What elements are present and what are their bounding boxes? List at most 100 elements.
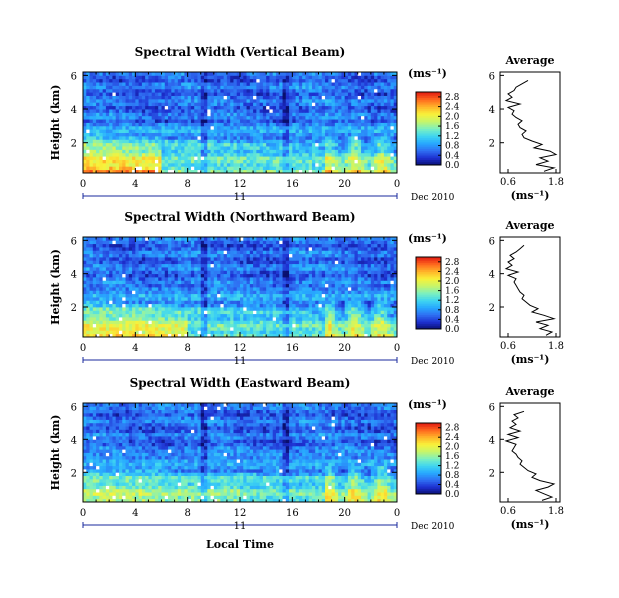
heatmap-cell — [351, 277, 355, 281]
heatmap-cell — [380, 297, 385, 301]
heatmap-cell — [256, 72, 261, 76]
heatmap-cell — [347, 95, 352, 100]
heatmap-cell — [204, 92, 208, 96]
heatmap-cell — [122, 156, 126, 160]
heatmap-cell — [298, 307, 303, 311]
heatmap-cell — [223, 125, 228, 130]
heatmap-cell — [132, 146, 136, 150]
heatmap-cell — [92, 135, 97, 140]
heatmap-cell — [393, 270, 398, 275]
heatmap-cell — [308, 327, 313, 331]
heatmap-cell — [164, 273, 169, 278]
heatmap-cell — [171, 297, 175, 301]
heatmap-cell — [331, 270, 336, 275]
heatmap-cell — [289, 82, 293, 86]
heatmap-cell — [269, 139, 274, 144]
heatmap-cell — [128, 122, 133, 127]
heatmap-cell — [259, 300, 264, 305]
heatmap-cell — [269, 109, 274, 113]
heatmap-cell — [282, 290, 287, 295]
heatmap-cell — [96, 330, 100, 335]
heatmap-cell — [138, 135, 143, 140]
heatmap-cell — [334, 146, 339, 150]
heatmap-cell — [240, 146, 244, 150]
heatmap-cell — [357, 142, 362, 147]
heatmap-cell — [236, 95, 241, 100]
heatmap-cell — [285, 330, 290, 335]
heatmap-cell — [334, 297, 339, 301]
heatmap-cell — [302, 156, 306, 160]
heatmap-cell — [246, 293, 251, 298]
heatmap-cell — [89, 303, 94, 308]
heatmap-cell — [259, 78, 264, 83]
heatmap-cell — [187, 98, 192, 103]
heatmap-cell — [344, 303, 349, 308]
heatmap-cell — [99, 293, 104, 298]
heatmap-cell — [122, 75, 126, 80]
heatmap-cell — [390, 92, 395, 96]
heatmap-cell — [328, 152, 332, 157]
heatmap-cell — [272, 122, 277, 127]
heatmap-cell — [367, 270, 372, 275]
heatmap-cell — [135, 139, 139, 144]
heatmap-cell — [226, 132, 231, 137]
panel-title: Spectral Width (Northward Beam) — [124, 210, 355, 224]
heatmap-cell — [334, 300, 339, 305]
heatmap-cell — [305, 313, 310, 318]
heatmap-cell — [197, 115, 202, 120]
heatmap-cell — [230, 115, 234, 120]
heatmap-cell — [174, 317, 179, 321]
heatmap-cell — [249, 149, 254, 154]
heatmap-cell — [321, 129, 326, 133]
heatmap-cell — [249, 119, 254, 123]
heatmap-cell — [177, 287, 182, 291]
heatmap-cell — [269, 320, 274, 325]
heatmap-cell — [292, 280, 296, 285]
heatmap-cell — [272, 135, 277, 140]
heatmap-cell — [354, 115, 359, 120]
heatmap-cell — [295, 109, 300, 113]
heatmap-cell — [99, 142, 104, 147]
heatmap-cell — [295, 307, 300, 311]
heatmap-cell — [145, 92, 149, 96]
heatmap-cell — [298, 277, 303, 281]
heatmap-cell — [370, 307, 375, 311]
heatmap-cell — [246, 333, 251, 338]
heatmap-cell — [367, 317, 372, 321]
heatmap-cell — [387, 132, 391, 137]
heatmap-cell — [374, 92, 378, 96]
heatmap-cell — [148, 293, 153, 298]
heatmap-cell — [374, 88, 378, 93]
heatmap-cell — [194, 327, 198, 331]
heatmap-cell — [217, 82, 221, 86]
heatmap-cell — [177, 119, 182, 123]
heatmap-cell — [364, 125, 368, 130]
heatmap-cell — [177, 330, 182, 335]
heatmap-cell — [194, 88, 198, 93]
heatmap-cell — [177, 78, 182, 83]
heatmap-cell — [390, 125, 395, 130]
heatmap-cell — [393, 119, 398, 123]
heatmap-cell — [321, 169, 326, 174]
heatmap-cell — [272, 270, 277, 275]
heatmap-cell — [298, 146, 303, 150]
heatmap-cell — [138, 142, 143, 147]
heatmap-cell — [246, 327, 251, 331]
heatmap-cell — [109, 102, 113, 107]
heatmap-cell — [174, 323, 179, 328]
heatmap-cell — [99, 146, 104, 150]
colorbar-tick-label: 0.4 — [445, 151, 460, 161]
heatmap-cell — [115, 307, 120, 311]
heatmap-cell — [347, 313, 352, 318]
heatmap-cell — [145, 115, 149, 120]
heatmap-cell — [115, 112, 120, 117]
heatmap-cell — [207, 146, 211, 150]
heatmap-cell — [226, 152, 231, 157]
heatmap-cell — [96, 307, 100, 311]
heatmap-cell — [246, 270, 251, 275]
heatmap-cell — [148, 320, 153, 325]
heatmap-cell — [357, 166, 362, 171]
heatmap-cell — [230, 125, 234, 130]
heatmap-cell — [311, 125, 316, 130]
